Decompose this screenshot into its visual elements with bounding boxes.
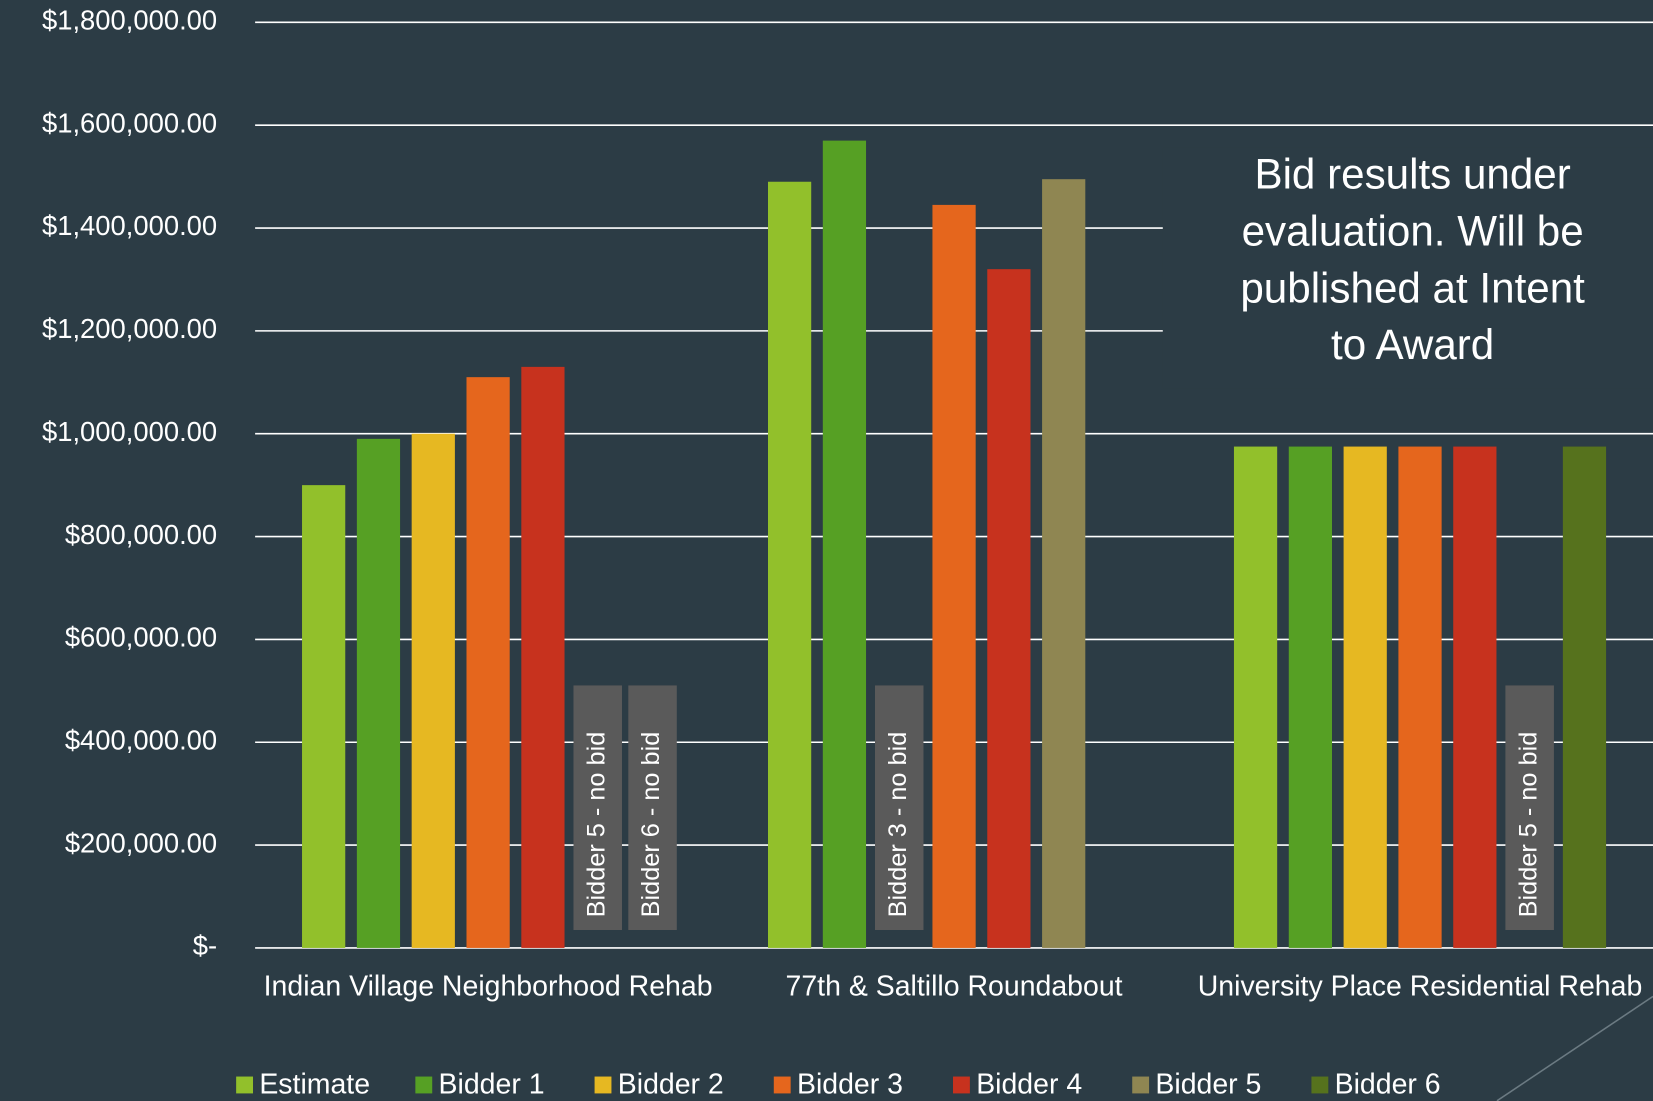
bar — [1233, 446, 1278, 948]
x-tick-label: University Place Residential Rehab — [1197, 970, 1643, 1002]
bar — [822, 140, 867, 948]
legend-label: Bidder 2 — [618, 1069, 724, 1101]
legend-swatch — [1132, 1076, 1150, 1094]
y-tick-label: $400,000.00 — [65, 724, 217, 755]
legend-label: Bidder 3 — [797, 1069, 903, 1101]
bar — [1562, 446, 1607, 948]
bar — [1398, 446, 1442, 948]
data-label-box — [874, 685, 924, 931]
y-tick-label: $1,800,000.00 — [42, 5, 217, 36]
legend-swatch — [1311, 1076, 1329, 1094]
bar — [1343, 446, 1387, 948]
legend-swatch — [773, 1076, 791, 1094]
x-tick-label: 77th & Saltillo Roundabout — [785, 970, 1123, 1002]
bar — [1453, 446, 1497, 948]
legend-swatch — [953, 1076, 970, 1094]
bar — [411, 433, 455, 948]
annotation: to Award — [1331, 321, 1494, 368]
decor-line — [1496, 995, 1653, 1101]
data-label-box — [573, 685, 622, 931]
y-tick-label: $600,000.00 — [65, 622, 217, 653]
legend-label: Estimate — [259, 1069, 370, 1101]
legend-label: Bidder 6 — [1335, 1069, 1441, 1101]
data-label: Bidder 3 - no bid — [884, 732, 912, 918]
bar — [767, 181, 812, 948]
legend-swatch — [236, 1076, 254, 1094]
x-tick-label-box: 77th & Saltillo Roundabout — [785, 970, 1123, 1002]
legend-swatch — [415, 1076, 433, 1094]
y-tick-label: $1,400,000.00 — [42, 210, 217, 241]
legend-label: Bidder 1 — [439, 1069, 545, 1101]
bar — [356, 438, 401, 948]
data-label: Bidder 5 - no bid — [582, 732, 610, 918]
legend-swatch — [594, 1076, 612, 1094]
y-tick-label: $200,000.00 — [65, 827, 217, 858]
annotation-box — [1162, 147, 1653, 389]
data-label: Bidder 6 - no bid — [637, 732, 665, 918]
data-label-box — [628, 685, 677, 931]
y-tick-label: $1,600,000.00 — [42, 107, 217, 138]
legend-label: Bidder 4 — [976, 1069, 1082, 1101]
data-label-box — [1505, 685, 1554, 931]
x-tick-label-box: University Place Residential Rehab — [1197, 970, 1643, 1002]
annotation: published at Intent — [1240, 264, 1585, 311]
y-tick-label: $1,200,000.00 — [42, 313, 217, 344]
bar — [302, 485, 346, 948]
bar — [466, 377, 510, 948]
annotation: evaluation. Will be — [1242, 207, 1584, 254]
x-tick-label-box: Indian Village Neighborhood Rehab — [263, 970, 713, 1002]
y-tick-label: $800,000.00 — [65, 519, 217, 550]
bar — [521, 366, 565, 948]
bar — [932, 204, 976, 948]
legend-label: Bidder 5 — [1155, 1069, 1261, 1101]
bar — [1288, 446, 1332, 948]
x-tick-label: Indian Village Neighborhood Rehab — [263, 970, 713, 1002]
y-tick-label: $- — [193, 930, 217, 961]
bar — [987, 269, 1031, 948]
data-label: Bidder 5 - no bid — [1514, 732, 1542, 918]
bar — [1042, 179, 1086, 948]
annotation: Bid results under — [1254, 150, 1570, 197]
y-tick-label: $1,000,000.00 — [42, 416, 217, 447]
